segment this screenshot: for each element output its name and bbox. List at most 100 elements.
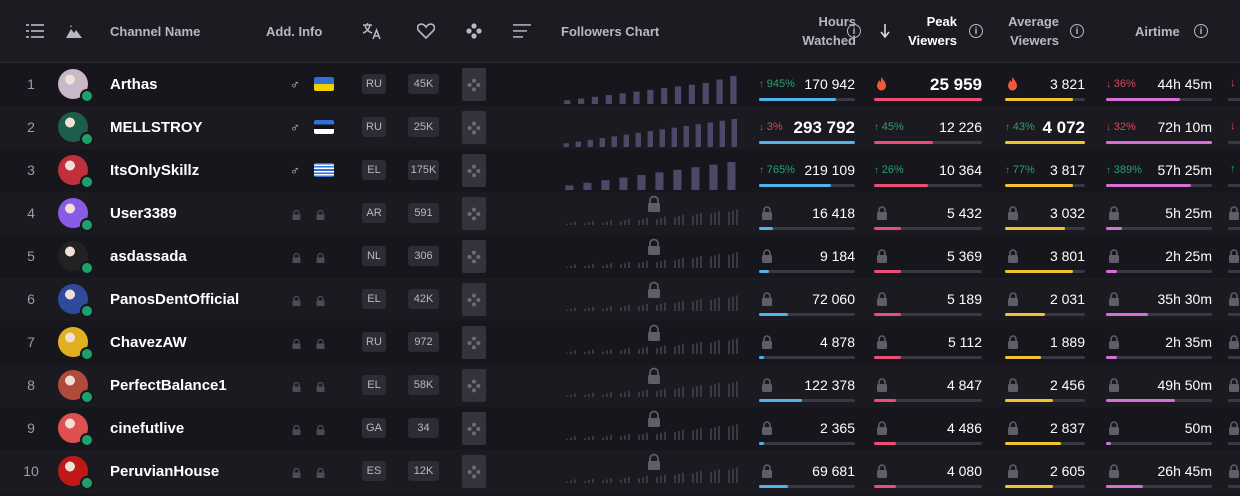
chart-bar	[718, 211, 720, 225]
table-row[interactable]: 6 PanosDentOfficial EL 42K 72 060 5 189 2 031 3…	[0, 278, 1240, 321]
game-thumbnail[interactable]	[462, 111, 486, 144]
chart-bar	[674, 346, 676, 354]
header-average-viewers[interactable]: Average Viewers	[995, 0, 1059, 62]
progress-fill	[759, 98, 836, 101]
air-cell: 49h 50m	[1106, 364, 1218, 407]
category-lines-icon[interactable]	[513, 0, 531, 62]
game-thumbnail[interactable]	[462, 283, 486, 316]
heart-icon[interactable]	[417, 0, 435, 62]
lock-icon	[761, 378, 773, 395]
channel-name-link[interactable]: asdassada	[110, 248, 187, 265]
next-column-edge: ↓	[1228, 63, 1240, 106]
channel-name-link[interactable]: MELLSTROY	[110, 119, 203, 136]
info-icon[interactable]: i	[839, 0, 861, 62]
chart-bar	[578, 98, 585, 104]
table-row[interactable]: 9 cinefutlive GA 34 2 365 4 486 2 837 50m	[0, 407, 1240, 450]
game-thumbnail[interactable]	[462, 455, 486, 488]
table-row[interactable]: 2 MELLSTROY ♂ RU 25K ↓ 3% 293 792 ↑ 45% 12 226 ↑ …	[0, 106, 1240, 149]
channel-name-link[interactable]: ItsOnlySkillz	[110, 162, 200, 179]
language-badge: EL	[362, 160, 386, 180]
info-icon[interactable]: i	[1186, 0, 1208, 62]
channel-name-link[interactable]: PeruvianHouse	[110, 463, 220, 480]
chart-bar	[588, 351, 590, 354]
header-peak-viewers[interactable]: Peak Viewers	[890, 0, 957, 62]
table-row[interactable]: 4 User3389 AR 591 16 418 5 432 3 032 5h 25m	[0, 192, 1240, 235]
sort-down-icon[interactable]	[880, 0, 890, 62]
table-row[interactable]: 5 asdassada NL 306 9 184 5 369 3 801 2h 25m	[0, 235, 1240, 278]
chart-bar	[718, 340, 720, 354]
header-airtime[interactable]: Airtime	[1135, 23, 1180, 39]
followers-chart	[558, 321, 748, 364]
game-thumbnail[interactable]	[462, 197, 486, 230]
channel-name-link[interactable]: User3389	[110, 205, 177, 222]
platform-badge-icon	[80, 261, 94, 275]
game-thumbnail[interactable]	[462, 154, 486, 187]
table-header: Channel Name Add. Info Followers Chart H…	[0, 0, 1240, 63]
arrow-up-icon: ↑	[759, 79, 767, 90]
followers-badge: 591	[408, 203, 439, 223]
rank-number: 8	[27, 377, 35, 393]
game-thumbnail[interactable]	[462, 240, 486, 273]
channel-name-link[interactable]: PerfectBalance1	[110, 377, 227, 394]
chart-bar	[714, 298, 716, 311]
list-view-icon[interactable]	[26, 0, 46, 62]
info-icon[interactable]: i	[961, 0, 983, 62]
table-row[interactable]: 10 PeruvianHouse ES 12K 69 681 4 080 2 605 26h …	[0, 450, 1240, 493]
chart-bar	[664, 216, 666, 225]
followers-badge: 12K	[408, 461, 439, 481]
gamepad-icon[interactable]	[466, 0, 482, 62]
chart-bar	[710, 213, 712, 225]
language-badge: GA	[362, 418, 386, 438]
hours-cell: 4 878	[759, 321, 861, 364]
chart-bar	[642, 305, 644, 311]
change-indicator: ↓ 32%	[1106, 106, 1136, 149]
air-cell: 2h 25m	[1106, 235, 1218, 278]
table-row[interactable]: 3 ItsOnlySkillz ♂ EL 175K ↑ 765% 219 109 ↑ 26% 1…	[0, 149, 1240, 192]
header-channel-name[interactable]: Channel Name	[110, 23, 201, 39]
chart-bar	[584, 481, 586, 483]
change-indicator: ↑ 389%	[1106, 149, 1142, 192]
table-row[interactable]: 1 Arthas ♂ RU 45K ↑ 945% 170 942 25 959 3 821 ↓ 3…	[0, 63, 1240, 106]
avg-cell: 1 889	[1005, 321, 1091, 364]
progress-fill	[1106, 485, 1144, 488]
rank-number: 6	[27, 291, 35, 307]
chart-bar	[656, 262, 658, 268]
game-thumbnail[interactable]	[462, 412, 486, 445]
chart-bar	[728, 340, 730, 354]
header-followers-chart[interactable]: Followers Chart	[561, 23, 660, 39]
language-icon[interactable]	[362, 0, 382, 62]
channel-name-link[interactable]: PanosDentOfficial	[110, 291, 240, 308]
chart-bar	[714, 212, 716, 225]
channel-name-link[interactable]: cinefutlive	[110, 420, 185, 437]
table-row[interactable]: 7 ChavezAW RU 972 4 878 5 112 1 889 2h 35m	[0, 321, 1240, 364]
next-column-edge: ↑	[1228, 149, 1240, 192]
chart-bar	[574, 350, 576, 354]
game-thumbnail[interactable]	[462, 369, 486, 402]
chart-bar	[624, 306, 626, 311]
game-thumbnail[interactable]	[462, 326, 486, 359]
chart-bar	[638, 220, 640, 225]
channel-name-link[interactable]: Arthas	[110, 76, 158, 93]
chart-bar	[637, 175, 646, 190]
table-row[interactable]: 8 PerfectBalance1 EL 58K 122 378 4 847 2 456 49…	[0, 364, 1240, 407]
followers-chart	[558, 106, 748, 149]
header-add-info[interactable]: Add. Info	[266, 23, 323, 39]
followers-chart	[558, 149, 748, 192]
info-icon[interactable]: i	[1062, 0, 1084, 62]
chart-bar	[692, 387, 694, 397]
chart-bar	[642, 348, 644, 354]
chart-bar	[642, 219, 644, 225]
change-percent: 26%	[881, 164, 904, 176]
language-badge: EL	[362, 289, 386, 309]
rank-mountain-icon[interactable]	[66, 0, 86, 62]
followers-badge: 42K	[408, 289, 439, 309]
game-thumbnail[interactable]	[462, 68, 486, 101]
channel-name-link[interactable]: ChavezAW	[110, 334, 187, 351]
header-hours-watched[interactable]: Hours Watched	[760, 0, 856, 62]
next-column-edge	[1228, 235, 1240, 278]
lock-icon	[316, 251, 325, 263]
progress-fill	[759, 356, 764, 359]
change-indicator: ↓ 36%	[1106, 63, 1136, 106]
chart-bar	[646, 389, 648, 397]
avg-cell: 3 032	[1005, 192, 1091, 235]
